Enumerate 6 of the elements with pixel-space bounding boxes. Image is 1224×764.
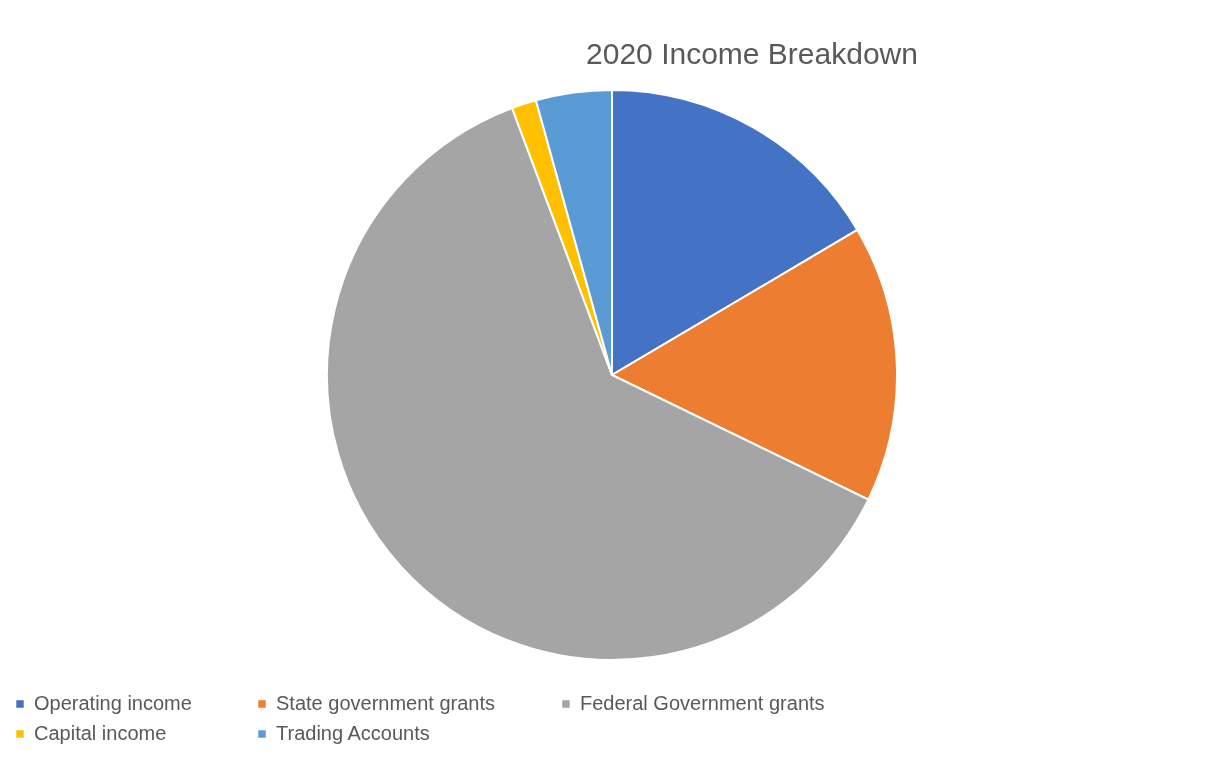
chart-title: 2020 Income Breakdown: [586, 37, 918, 70]
legend-label: Trading Accounts: [276, 722, 430, 744]
legend-label: Federal Government grants: [580, 692, 825, 714]
legend-label: State government grants: [276, 692, 496, 714]
legend-label: Operating income: [34, 692, 192, 714]
legend-label: Capital income: [34, 722, 167, 744]
